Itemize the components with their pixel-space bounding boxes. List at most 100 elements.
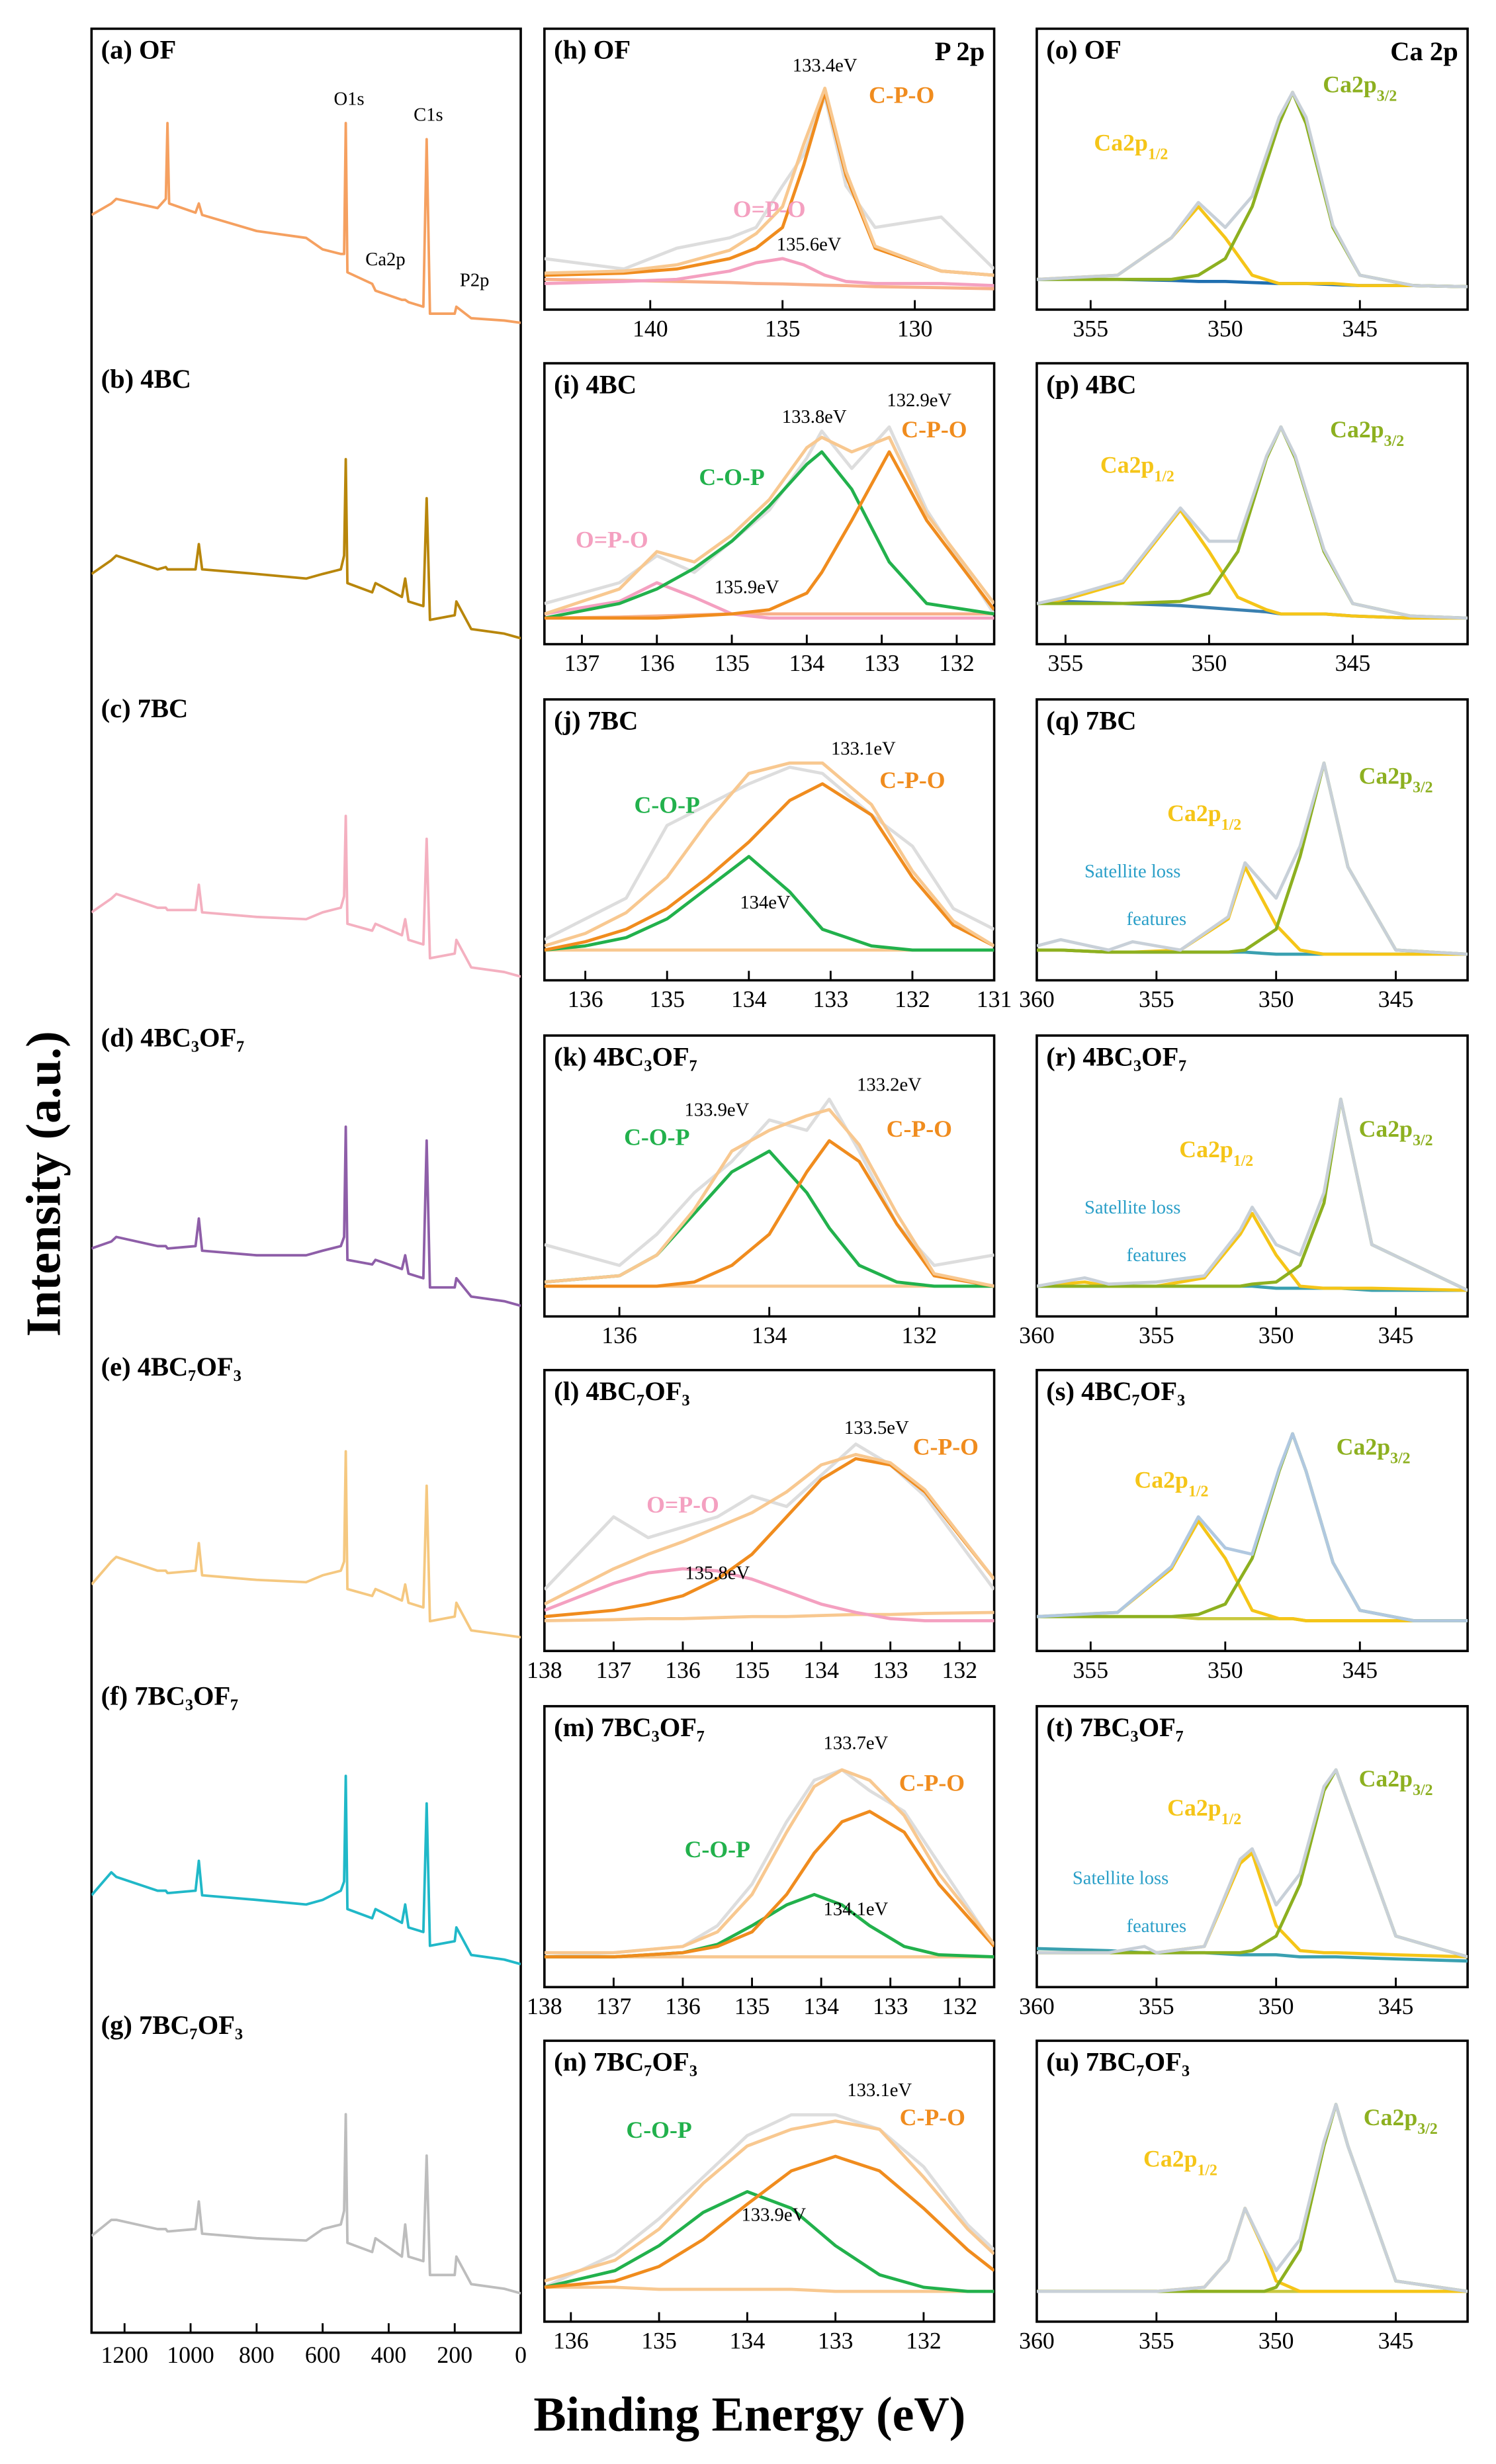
annotation: Ca2p3/2 <box>1330 416 1404 450</box>
x-tick-label: 345 <box>1335 650 1371 676</box>
x-tick-label: 133 <box>864 650 900 676</box>
panel-title: (l) 4BC₇OF₃ <box>554 1376 690 1406</box>
annotation-text: Ca2p <box>1337 1433 1391 1460</box>
x-tick-label: 133 <box>873 1657 908 1683</box>
annotation: Ca2p1/2 <box>1134 1467 1208 1501</box>
panel-title: (i) 4BC <box>554 369 637 399</box>
panel-title: (a) OF <box>101 35 177 65</box>
spectrum-line <box>1036 761 1468 956</box>
annotation-sub: 1/2 <box>1148 146 1168 163</box>
spectrum-line <box>91 1450 521 1639</box>
annotation: O=P-O <box>733 196 806 222</box>
spectrum-line <box>544 2154 994 2289</box>
annotation: 135.6eV <box>777 234 842 255</box>
annotation-sub: 1/2 <box>1221 1811 1241 1828</box>
spectrum-line <box>1036 1097 1468 1292</box>
x-tick-label: 134 <box>789 650 825 676</box>
x-tick-label: 1000 <box>167 2342 214 2368</box>
x-tick-label: 800 <box>239 2342 275 2368</box>
spectrum-line <box>1036 508 1468 620</box>
annotation-text: Ca2p <box>1167 800 1221 826</box>
x-tick-label: 200 <box>437 2342 472 2368</box>
annotation: features <box>1127 1245 1187 1266</box>
annotation-sub: 3/2 <box>1384 433 1404 450</box>
spectrum-line <box>1036 91 1468 288</box>
column-label: Ca 2p <box>1390 36 1458 66</box>
annotation: Satellite loss <box>1073 1868 1168 1889</box>
spectrum-line <box>544 2190 994 2293</box>
annotation: 133.1eV <box>847 2080 912 2101</box>
annotation: Ca2p1/2 <box>1167 1794 1241 1828</box>
annotation-text: Ca2p <box>1094 130 1148 156</box>
x-tick-label: 135 <box>641 2327 677 2354</box>
spectrum-line <box>544 1567 994 1622</box>
annotation-text: Ca2p <box>1359 1765 1413 1792</box>
annotation: Ca2p3/2 <box>1359 1116 1433 1149</box>
x-tick-label: 355 <box>1139 1322 1174 1348</box>
spectrum-line <box>1036 761 1468 956</box>
annotation: C1s <box>414 105 443 126</box>
x-tick-label: 360 <box>1019 986 1055 1012</box>
plot-frame <box>543 27 996 311</box>
panel-title: (f) 7BC₃OF₇ <box>101 1681 239 1710</box>
x-tick-label: 135 <box>765 316 801 342</box>
x-tick-label: 138 <box>527 1657 562 1683</box>
spectrum-line <box>544 1810 994 1958</box>
x-tick-label: 345 <box>1378 986 1414 1012</box>
spectrum-line <box>544 91 994 277</box>
panel-title: (j) 7BC <box>554 705 638 735</box>
x-tick-label: 345 <box>1342 1657 1378 1683</box>
spectrum-line <box>544 855 994 952</box>
spectrum-line <box>544 581 994 620</box>
x-tick-label: 355 <box>1139 1993 1174 2019</box>
annotation-sub: 1/2 <box>1154 468 1174 485</box>
spectrum-line <box>1036 425 1468 620</box>
x-tick-label: 132 <box>939 650 975 676</box>
spectrum-line <box>1036 1768 1468 1958</box>
plot-frame <box>543 1034 996 1318</box>
x-tick-label: 345 <box>1378 1322 1414 1348</box>
plot-frame <box>1035 362 1469 646</box>
annotation-text: Ca2p <box>1359 1116 1413 1142</box>
spectrum-line <box>91 1125 521 1307</box>
plot-frame <box>543 362 996 646</box>
x-tick-label: 140 <box>633 316 668 342</box>
annotation: 133.9eV <box>685 1099 750 1120</box>
x-tick-label: 350 <box>1208 1657 1243 1683</box>
panel-title: (s) 4BC₇OF₃ <box>1046 1376 1185 1406</box>
annotation: C-P-O <box>901 416 967 443</box>
annotation: C-O-P <box>626 2117 691 2143</box>
x-tick-label: 135 <box>734 1993 770 2019</box>
spectrum-line <box>544 782 994 952</box>
column-label: P 2p <box>935 36 985 66</box>
spectrum-line <box>91 1775 521 1966</box>
spectrum-line <box>544 612 994 620</box>
annotation: Ca2p3/2 <box>1359 1765 1433 1799</box>
annotation: Ca2p1/2 <box>1094 130 1168 163</box>
x-tick-label: 135 <box>714 650 750 676</box>
annotation: Ca2p3/2 <box>1337 1433 1411 1467</box>
panel-title: (e) 4BC₇OF₃ <box>101 1352 242 1382</box>
x-tick-label: 355 <box>1073 1657 1109 1683</box>
annotation: Ca2p3/2 <box>1323 71 1397 105</box>
plot-frame <box>543 2039 996 2323</box>
spectrum-line <box>544 2113 994 2289</box>
spectrum-line <box>544 761 994 947</box>
annotation: 134eV <box>740 892 791 913</box>
x-tick-label: 360 <box>1019 1993 1055 2019</box>
x-tick-label: 0 <box>515 2342 527 2368</box>
x-axis-label: Binding Energy (eV) <box>533 2387 965 2441</box>
plot-frame <box>1035 698 1469 982</box>
x-tick-label: 350 <box>1258 2327 1294 2354</box>
x-tick-label: 350 <box>1258 986 1294 1012</box>
x-tick-label: 134 <box>731 986 767 1012</box>
plot-frame <box>1035 1368 1469 1653</box>
x-tick-label: 136 <box>665 1657 701 1683</box>
spectrum-line <box>1036 2103 1468 2293</box>
annotation-sub: 3/2 <box>1413 779 1432 797</box>
x-tick-label: 137 <box>596 1993 632 2019</box>
spectrum-line <box>544 257 994 288</box>
annotation-text: Ca2p <box>1134 1467 1188 1493</box>
plot-frame <box>1035 27 1469 311</box>
spectrum-line <box>1036 1432 1468 1622</box>
